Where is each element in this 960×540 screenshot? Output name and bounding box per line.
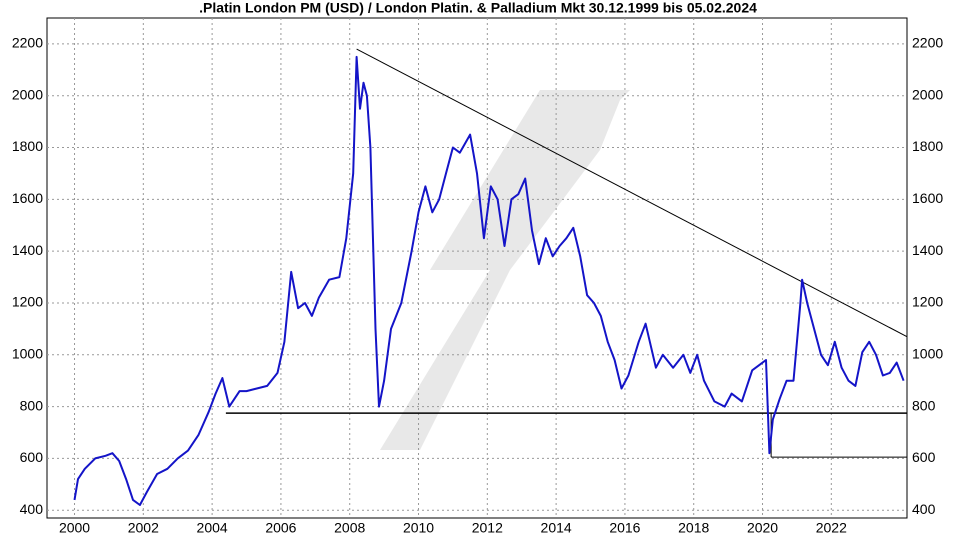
y-tick-label: 2200 [12,35,43,51]
y-tick-label: 400 [20,501,44,517]
price-line [73,55,905,506]
x-tick-label: 2010 [403,520,434,536]
x-tick-label: 2020 [747,520,778,536]
y2-tick-label: 800 [912,397,936,413]
x-tick-label: 2004 [197,520,228,536]
y2-tick-label: 1000 [912,345,943,361]
x-tick-label: 2000 [59,520,90,536]
y2-tick-label: 1600 [912,190,943,206]
y-tick-label: 1800 [12,138,43,154]
x-tick-label: 2008 [334,520,365,536]
y-tick-label: 1400 [12,242,43,258]
x-tick-label: 2022 [816,520,847,536]
y2-tick-label: 400 [912,501,936,517]
y2-tick-label: 1200 [912,294,943,310]
y-tick-label: 800 [20,397,44,413]
chart-title: .Platin London PM (USD) / London Platin.… [199,0,757,16]
y2-tick-label: 2000 [912,86,943,102]
y-tick-label: 1200 [12,294,43,310]
x-tick-label: 2006 [265,520,296,536]
x-tick-label: 2016 [609,520,640,536]
y2-tick-label: 1400 [912,242,943,258]
annotation-line [356,48,908,338]
x-tick-label: 2018 [678,520,709,536]
y2-tick-label: 1800 [912,138,943,154]
y2-tick-label: 2200 [912,35,943,51]
y-tick-label: 600 [20,449,44,465]
x-tick-label: 2014 [541,520,572,536]
x-tick-label: 2002 [128,520,159,536]
y-tick-label: 2000 [12,86,43,102]
plot-frame [46,17,908,519]
y-tick-label: 1000 [12,345,43,361]
y2-tick-label: 600 [912,449,936,465]
y-tick-label: 1600 [12,190,43,206]
x-tick-label: 2012 [472,520,503,536]
